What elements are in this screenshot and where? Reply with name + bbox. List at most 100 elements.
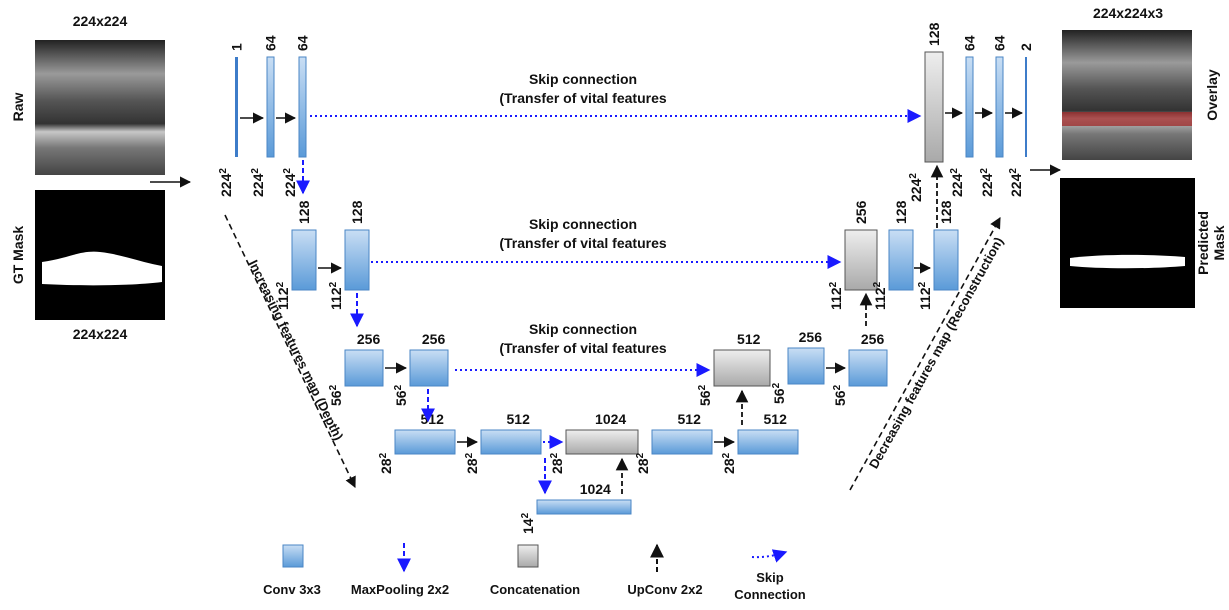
size-base: 112 <box>275 287 291 310</box>
size-base: 28 <box>635 458 651 474</box>
conv-block <box>934 230 958 290</box>
conv-block <box>410 350 448 386</box>
size-base: 224 <box>218 173 234 197</box>
size-base: 112 <box>328 287 344 310</box>
channel-label: 1024 <box>595 411 626 427</box>
size-exponent: 2 <box>549 452 560 458</box>
concat-block <box>714 350 770 386</box>
conv-block <box>267 57 274 157</box>
channel-label: 256 <box>799 329 823 345</box>
overlay-label: Overlay <box>1204 69 1220 121</box>
size-exponent: 2 <box>282 168 293 174</box>
overlay-mask <box>1062 112 1192 126</box>
channel-label: 256 <box>861 331 885 347</box>
size-exponent: 2 <box>872 281 883 287</box>
conv-block <box>889 230 913 290</box>
legend-conv-icon <box>283 545 303 567</box>
legend-skip-icon <box>752 552 786 557</box>
size-base: 28 <box>549 458 565 474</box>
conv-block <box>738 430 798 454</box>
predicted-mask-image <box>1060 178 1195 308</box>
size-exponent: 2 <box>721 452 732 458</box>
overlay-image <box>1062 30 1192 160</box>
size-base: 224 <box>1008 173 1024 197</box>
size-base: 56 <box>832 390 848 406</box>
legend-label: Connection <box>734 587 806 602</box>
size-exponent: 2 <box>979 168 990 174</box>
channel-label: 256 <box>422 331 446 347</box>
channel-label: 256 <box>853 200 869 224</box>
channel-label: 512 <box>764 411 788 427</box>
size-label: 2242 <box>949 168 966 197</box>
conv-block <box>481 430 541 454</box>
conv-block <box>966 57 973 157</box>
size-label: 282 <box>549 452 566 474</box>
size-base: 56 <box>697 390 713 406</box>
size-base: 112 <box>872 287 888 310</box>
page: { "inputs": {"raw_size": "224x224", "raw… <box>0 0 1229 605</box>
output-size: 224x224x3 <box>1093 5 1163 21</box>
channel-label: 1 <box>229 43 245 51</box>
size-base: 56 <box>393 390 409 406</box>
size-exponent: 2 <box>328 281 339 287</box>
channel-label: 64 <box>962 35 978 51</box>
raw-image <box>35 40 165 175</box>
skip-subtitle: (Transfer of vital features <box>499 340 666 356</box>
size-base: 14 <box>520 518 536 534</box>
size-label: 1122 <box>828 281 845 310</box>
channel-label: 64 <box>295 35 311 51</box>
size-base: 28 <box>721 458 737 474</box>
size-exponent: 2 <box>1008 168 1019 174</box>
unet-diagram: 224x224 Raw GT Mask 224x224 224x224x3 Ov… <box>0 0 1229 605</box>
size-label: 1122 <box>275 281 292 310</box>
size-label: 2242 <box>282 168 299 197</box>
channel-label: 128 <box>296 200 312 224</box>
size-exponent: 2 <box>697 384 708 390</box>
size-label: 2242 <box>1008 168 1025 197</box>
size-exponent: 2 <box>832 384 843 390</box>
channel-label: 128 <box>349 200 365 224</box>
legend-label: Concatenation <box>490 582 580 597</box>
size-exponent: 2 <box>250 168 261 174</box>
size-label: 2242 <box>250 168 267 197</box>
size-label: 1122 <box>872 281 889 310</box>
size-base: 112 <box>828 287 844 310</box>
size-exponent: 2 <box>520 512 531 518</box>
conv-block <box>299 57 306 157</box>
legend-label: UpConv 2x2 <box>627 582 702 597</box>
skip-title: Skip connection <box>529 71 637 87</box>
conv-block <box>345 230 369 290</box>
size-exponent: 2 <box>908 173 919 179</box>
channel-label: 128 <box>926 22 942 46</box>
mask-size: 224x224 <box>73 326 128 342</box>
channel-label: 256 <box>357 331 381 347</box>
size-label: 562 <box>771 382 788 404</box>
size-label: 282 <box>721 452 738 474</box>
size-base: 28 <box>464 458 480 474</box>
size-label: 562 <box>697 384 714 406</box>
size-base: 112 <box>917 287 933 310</box>
size-label: 142 <box>520 512 537 534</box>
legend-concat-icon <box>518 545 538 567</box>
predicted-label: Mask <box>1211 225 1227 260</box>
conv-block <box>849 350 887 386</box>
conv-block <box>1025 57 1027 157</box>
channel-label: 128 <box>938 200 954 224</box>
legend-label: MaxPooling 2x2 <box>351 582 449 597</box>
legend-label: Skip <box>756 570 784 585</box>
size-exponent: 2 <box>328 384 339 390</box>
size-exponent: 2 <box>464 452 475 458</box>
concat-block <box>925 52 943 162</box>
size-label: 1122 <box>917 281 934 310</box>
size-exponent: 2 <box>771 382 782 388</box>
size-base: 224 <box>250 173 266 197</box>
size-base: 56 <box>771 388 787 404</box>
size-label: 282 <box>635 452 652 474</box>
conv-block <box>788 348 824 384</box>
size-label: 562 <box>832 384 849 406</box>
conv-block <box>345 350 383 386</box>
size-base: 224 <box>979 173 995 197</box>
size-base: 56 <box>328 390 344 406</box>
channel-label: 128 <box>893 200 909 224</box>
conv-block <box>652 430 712 454</box>
